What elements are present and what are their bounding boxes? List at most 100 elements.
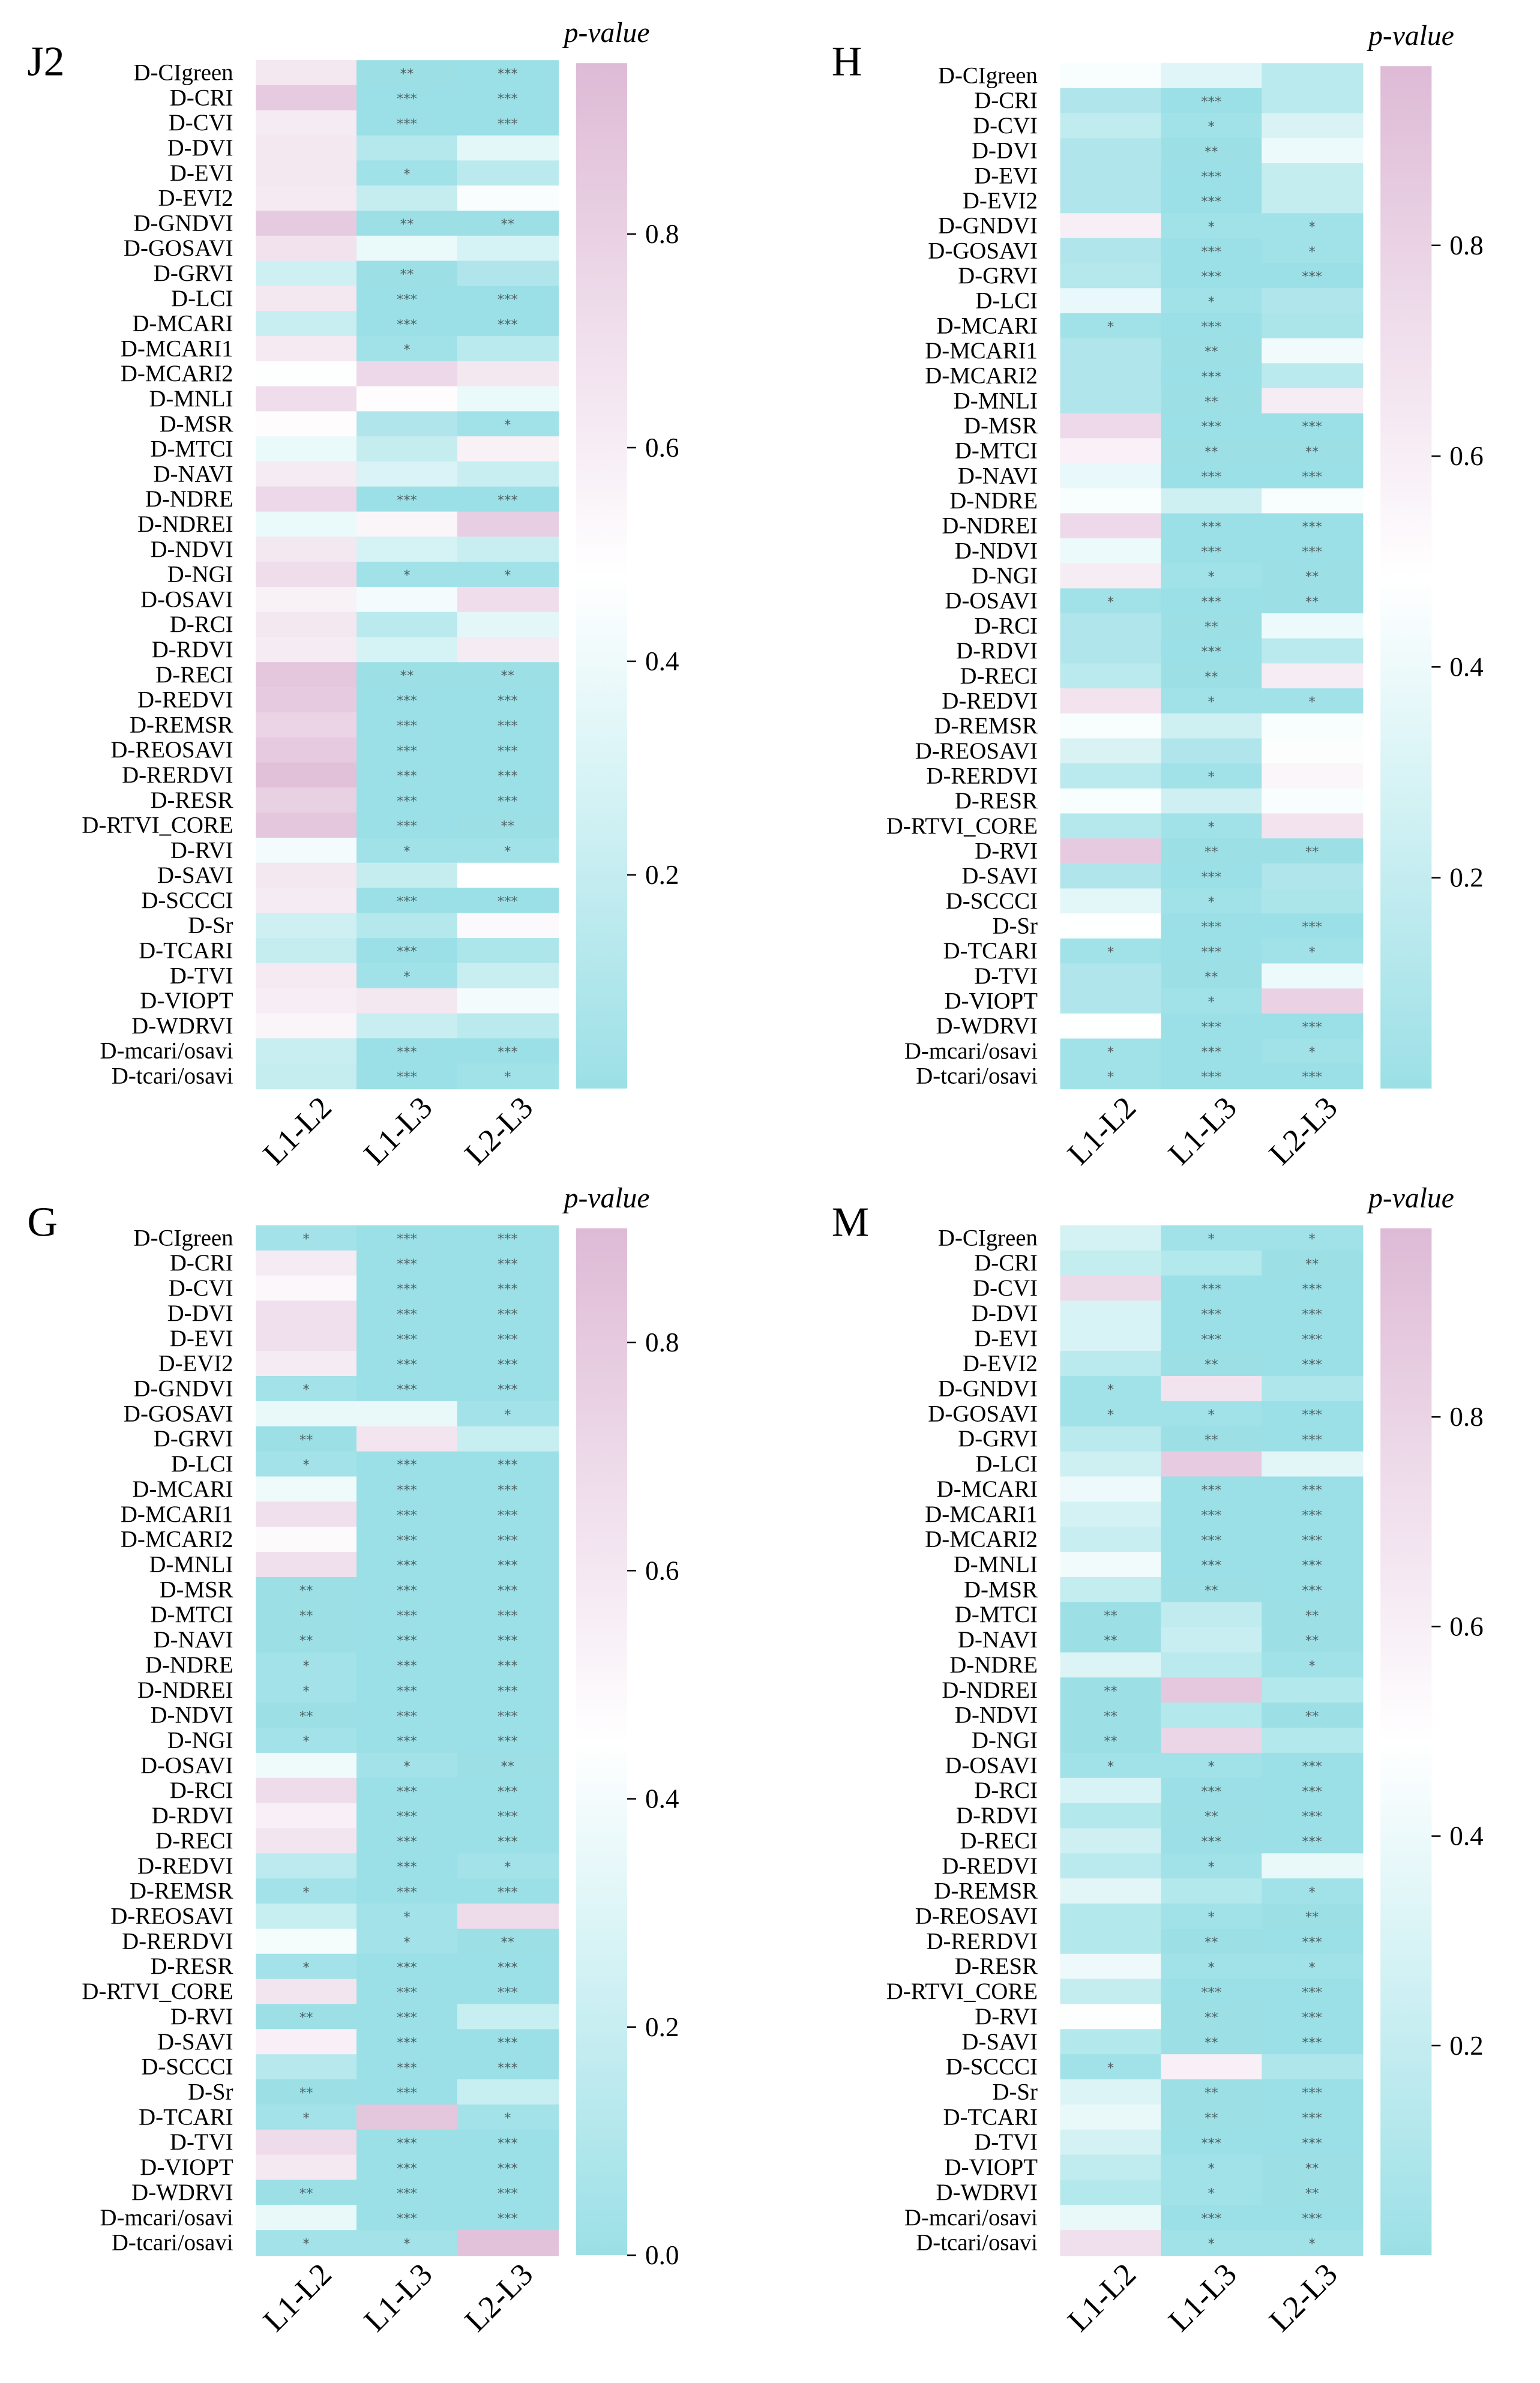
heatmap-cell <box>1060 2004 1162 2030</box>
significance-stars: ** <box>1305 2161 1319 2177</box>
significance-stars: ** <box>299 2186 313 2202</box>
significance-stars: ** <box>299 1633 313 1649</box>
heatmap-cell <box>1161 413 1263 439</box>
heatmap-cell <box>1161 638 1263 664</box>
heatmap-cell <box>1161 338 1263 364</box>
significance-stars: *** <box>397 944 417 960</box>
significance-stars: ** <box>1205 394 1218 410</box>
heatmap-cell <box>1262 788 1364 814</box>
heatmap-cell <box>1262 1602 1364 1628</box>
heatmap-cell <box>256 461 358 488</box>
significance-stars: * <box>1208 1759 1215 1774</box>
row-label: D-RERDVI <box>926 1928 1038 1954</box>
row-label: D-REDVI <box>942 688 1038 714</box>
row-label: D-GRVI <box>958 1426 1038 1452</box>
heatmap-cell <box>256 1728 358 1754</box>
significance-stars: ** <box>501 217 515 232</box>
heatmap-cell <box>356 1979 459 2005</box>
heatmap-cell <box>1161 288 1263 314</box>
row-label: D-GOSAVI <box>124 1401 233 1426</box>
heatmap-cell <box>256 2205 358 2231</box>
heatmap-cell <box>457 1476 559 1503</box>
significance-stars: *** <box>1302 1282 1322 1297</box>
heatmap-cell <box>457 637 559 663</box>
significance-stars: ** <box>501 1935 515 1950</box>
significance-stars: ** <box>1104 1608 1117 1624</box>
significance-stars: *** <box>397 1382 417 1398</box>
significance-stars: ** <box>299 2085 313 2101</box>
heatmap-cell <box>1060 1728 1162 1754</box>
heatmap-cell <box>1161 1275 1263 1302</box>
significance-stars: ** <box>1205 2035 1218 2051</box>
significance-stars: ** <box>1205 669 1218 685</box>
significance-stars: *** <box>1201 169 1221 185</box>
heatmap-cell <box>1161 1576 1263 1603</box>
significance-stars: *** <box>498 1708 518 1724</box>
significance-stars: * <box>1309 945 1316 960</box>
significance-stars: *** <box>1201 870 1221 885</box>
significance-stars: *** <box>498 1282 518 1297</box>
heatmap-cell <box>1161 1225 1263 1251</box>
significance-stars: *** <box>1201 369 1221 385</box>
significance-stars: *** <box>397 2161 417 2177</box>
significance-stars: *** <box>498 2161 518 2177</box>
significance-stars: *** <box>1201 319 1221 335</box>
row-label: D-TVI <box>974 2129 1038 2155</box>
row-label: D-CRI <box>170 85 233 110</box>
heatmap-cell <box>1161 1828 1263 1854</box>
row-label: D-MNLI <box>954 1552 1038 1578</box>
heatmap-cell <box>1060 713 1162 739</box>
row-label: D-tcari/osavi <box>112 1063 233 1089</box>
heatmap-cell <box>457 260 559 287</box>
heatmap-cell <box>256 2154 358 2181</box>
heatmap-cell <box>356 988 459 1014</box>
heatmap-cell <box>1161 313 1263 339</box>
heatmap-cell <box>1262 1627 1364 1653</box>
heatmap-cell <box>457 1351 559 1377</box>
heatmap-cell <box>1060 2054 1162 2081</box>
colorbar-tick-label: 0.2 <box>645 860 679 890</box>
heatmap-cell <box>1262 2104 1364 2131</box>
heatmap-cell <box>256 1576 358 1603</box>
heatmap-cell <box>256 687 358 714</box>
significance-stars: * <box>1208 119 1215 135</box>
heatmap-cell <box>356 813 459 839</box>
heatmap-cell <box>1161 1038 1263 1065</box>
column-label: L1-L2 <box>1061 1090 1143 1171</box>
heatmap-cell <box>1161 463 1263 489</box>
row-label: D-EVI <box>974 1326 1038 1351</box>
heatmap-cell <box>1060 913 1162 940</box>
heatmap-cell <box>1060 1853 1162 1880</box>
heatmap-cell <box>1262 2154 1364 2181</box>
heatmap-cell <box>1060 513 1162 539</box>
heatmap-cell <box>356 1627 459 1653</box>
heatmap-cell <box>356 662 459 688</box>
heatmap-cell <box>256 2180 358 2206</box>
significance-stars: *** <box>397 2186 417 2202</box>
heatmap-cell <box>1161 1527 1263 1553</box>
significance-stars: * <box>1107 1759 1114 1774</box>
heatmap-cell <box>457 1250 559 1276</box>
row-label: D-MSR <box>964 1576 1038 1602</box>
heatmap-cell <box>356 1777 459 1804</box>
heatmap-cell <box>256 135 358 161</box>
heatmap-cell <box>1060 413 1162 439</box>
significance-stars: *** <box>498 1257 518 1272</box>
row-label: D-TVI <box>170 2129 233 2155</box>
heatmap-cell <box>356 335 459 362</box>
heatmap-cell <box>1060 1476 1162 1503</box>
heatmap-cell <box>256 436 358 463</box>
heatmap-cell <box>457 1300 559 1327</box>
heatmap-cell <box>256 361 358 387</box>
significance-stars: * <box>1208 1859 1215 1875</box>
heatmap-cell <box>1262 838 1364 865</box>
significance-stars: *** <box>498 1835 518 1850</box>
heatmap-cell <box>1262 1225 1364 1251</box>
significance-stars: *** <box>498 1307 518 1323</box>
heatmap-cell <box>256 1752 358 1779</box>
significance-stars: *** <box>1302 2010 1322 2026</box>
row-label: D-CVI <box>169 1275 233 1301</box>
significance-stars: * <box>1309 694 1316 710</box>
row-label: D-MCARI2 <box>121 1527 233 1552</box>
heatmap-cell <box>1262 238 1364 264</box>
